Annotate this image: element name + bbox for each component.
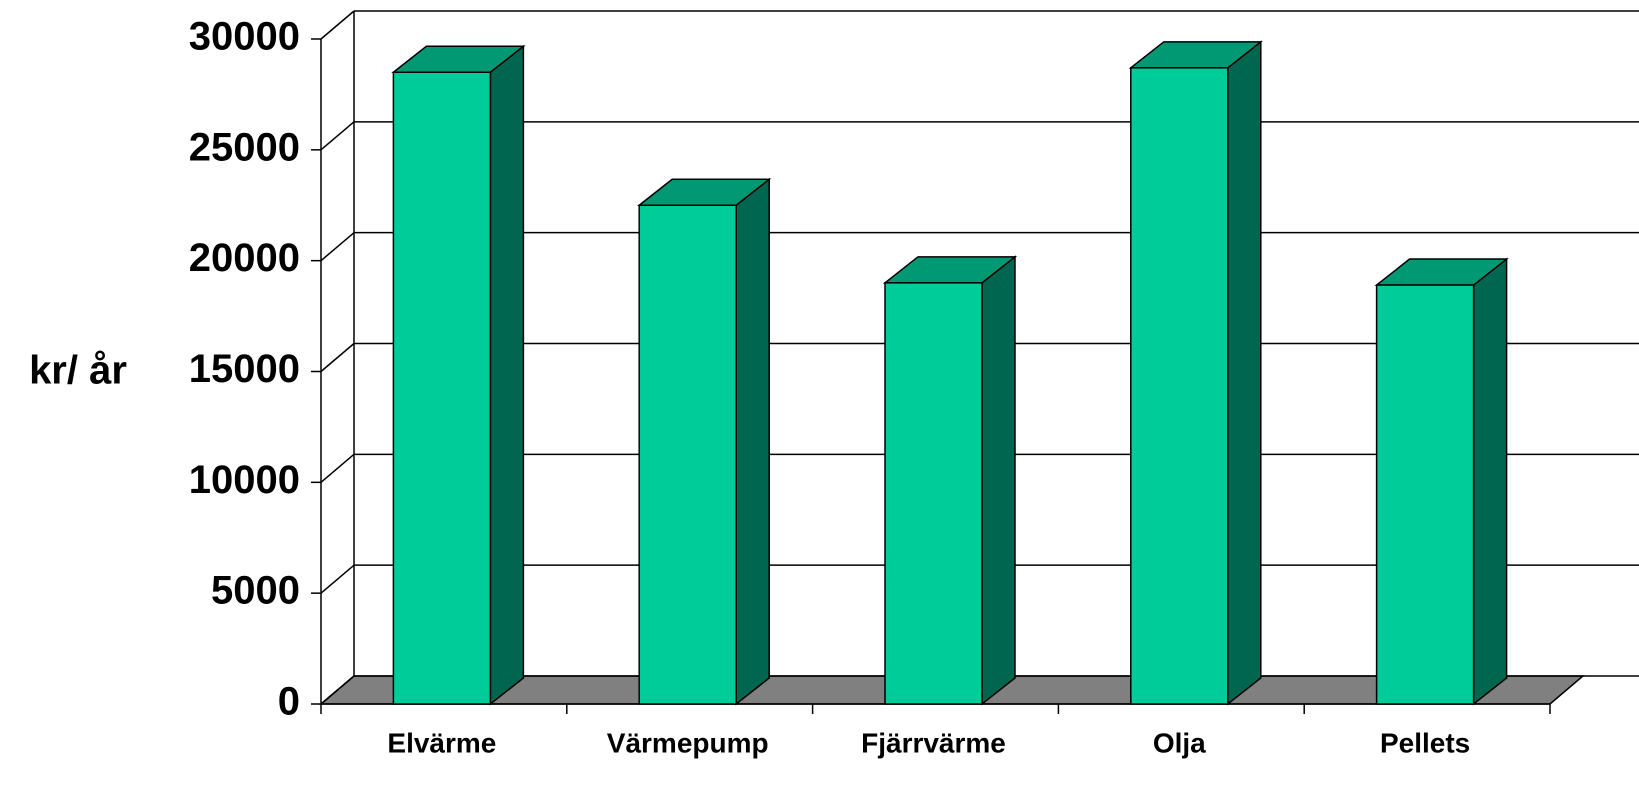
x-tick-label: Fjärrvärme bbox=[861, 727, 1006, 758]
bar-side bbox=[1472, 257, 1508, 706]
y-tick-label: 0 bbox=[278, 680, 300, 724]
bar bbox=[392, 71, 492, 705]
wall-grid bbox=[320, 675, 355, 705]
wall-grid bbox=[320, 121, 355, 151]
wall-grid bbox=[320, 564, 355, 594]
bar-side bbox=[1227, 40, 1262, 706]
y-tick-label: 5000 bbox=[211, 569, 300, 613]
bar bbox=[1375, 284, 1475, 705]
wall-grid bbox=[320, 342, 355, 373]
y-tick-label: 30000 bbox=[189, 15, 300, 59]
x-tick-label: Värmepump bbox=[607, 727, 769, 758]
bar bbox=[638, 204, 737, 705]
y-tick-label: 15000 bbox=[189, 347, 300, 391]
wall-grid bbox=[320, 453, 355, 483]
bar bbox=[884, 282, 983, 705]
y-axis-label: kr/ år bbox=[29, 349, 127, 393]
x-tick-label: Elvärme bbox=[387, 727, 496, 758]
x-tick-label: Pellets bbox=[1380, 727, 1470, 758]
wall-grid bbox=[320, 10, 355, 40]
x-tick-label: Olja bbox=[1153, 727, 1206, 758]
bar-side bbox=[981, 255, 1016, 706]
bar-side bbox=[489, 44, 525, 706]
bar-side bbox=[735, 177, 770, 706]
y-tick-label: 20000 bbox=[189, 236, 300, 280]
y-tick-label: 10000 bbox=[189, 458, 300, 502]
bar bbox=[1130, 67, 1229, 705]
y-tick-label: 25000 bbox=[189, 125, 300, 169]
wall-grid bbox=[320, 232, 355, 262]
